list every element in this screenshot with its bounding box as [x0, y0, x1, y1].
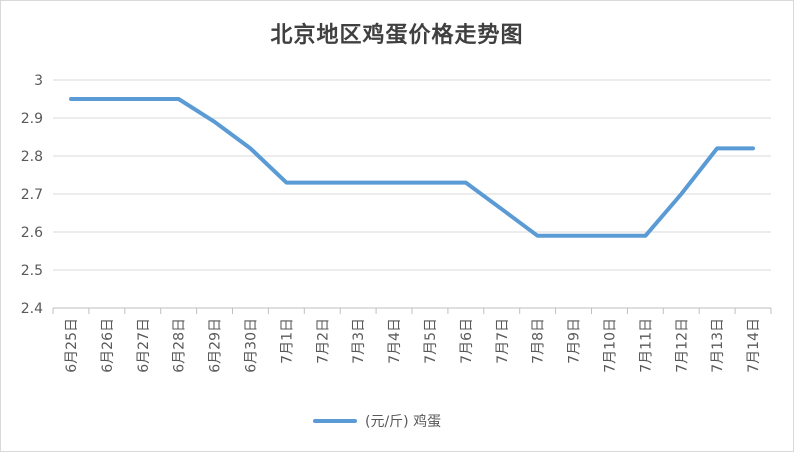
y-tick-label: 3: [34, 73, 43, 89]
x-tick-label: 7月12日: [674, 318, 690, 373]
x-tick-label: 7月3日: [351, 318, 367, 364]
x-tick-label: 7月1日: [279, 318, 295, 364]
x-tick-label: 6月26日: [100, 318, 116, 373]
y-tick-label: 2.5: [21, 263, 43, 279]
y-tick-label: 2.6: [21, 225, 43, 241]
x-tick-label: 6月29日: [208, 318, 224, 373]
gridlines: [53, 79, 771, 309]
x-tick-label: 7月9日: [567, 318, 583, 364]
x-tick-label: 7月7日: [495, 318, 511, 364]
x-tick-label: 7月2日: [315, 318, 331, 364]
legend-swatch: [313, 419, 357, 423]
y-tick-label: 2.4: [21, 301, 43, 317]
x-tick-label: 6月30日: [243, 318, 259, 373]
x-tick-label: 7月4日: [387, 318, 403, 364]
y-tick-label: 2.7: [21, 187, 43, 203]
y-axis-ticks: 2.4 2.5 2.6 2.7 2.8 2.9 3: [21, 73, 43, 317]
x-tick-label: 7月8日: [531, 318, 547, 364]
y-tick-label: 2.9: [21, 111, 43, 127]
x-tick-label: 7月6日: [459, 318, 475, 364]
x-tick-label: 7月10日: [602, 318, 618, 373]
x-tick-label: 7月11日: [638, 318, 654, 373]
y-tick-label: 2.8: [21, 149, 43, 165]
series-layer: [69, 97, 755, 238]
chart-title: 北京地区鸡蛋价格走势图: [270, 23, 524, 48]
legend: (元/斤) 鸡蛋: [313, 409, 441, 433]
legend-label: (元/斤) 鸡蛋: [365, 414, 442, 430]
series-line: [69, 97, 755, 238]
x-tick-label: 6月28日: [172, 318, 188, 373]
x-tick-label: 7月13日: [710, 318, 726, 373]
x-axis-ticks: 6月25日 6月26日 6月27日 6月28日 6月29日 6月30日 7月1日 7月2日 7月…: [52, 308, 772, 373]
x-tick-label: 6月25日: [64, 318, 80, 373]
x-tick-label: 7月14日: [746, 318, 762, 373]
x-tick-label: 6月27日: [136, 318, 152, 373]
x-tick-label: 7月5日: [423, 318, 439, 364]
